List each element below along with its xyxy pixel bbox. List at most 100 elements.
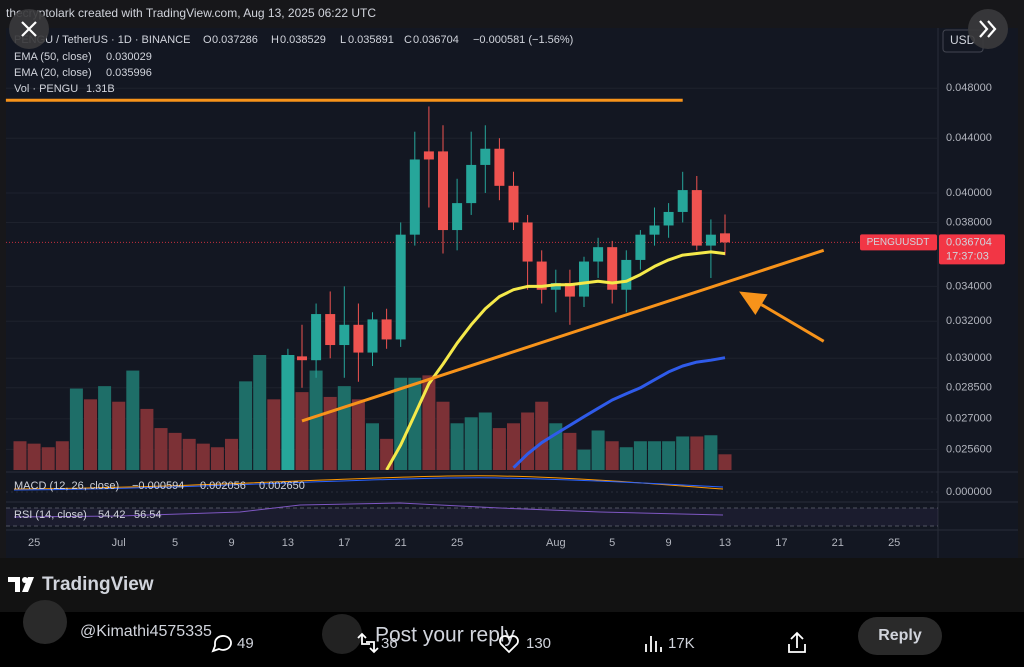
volume-bar [690,436,704,470]
volume-bar [577,449,591,470]
reply-button-label[interactable]: Reply [878,627,922,644]
ohlc-letter: O [203,34,212,46]
macd-value: −0.000594 [132,480,184,492]
volume-bar [98,386,112,470]
symbol: PENGU / TetherUS · 1D · BINANCE [14,34,190,46]
brand-logo-dot [22,577,28,583]
volume-bar [394,377,408,470]
reply-placeholder[interactable]: Post your reply [375,624,516,647]
volume-bar [591,430,605,470]
candle-body [297,356,307,361]
candle-body [691,190,702,246]
price-tag-bg [939,234,1005,265]
x-tick-label: 21 [395,537,407,549]
views-icon[interactable] [645,636,662,652]
candle-body [536,261,547,290]
price-tag-countdown: 17:37:03 [946,250,989,262]
expand-icon[interactable] [979,20,997,38]
candle-body [367,319,378,353]
y-tick-label: 0.032000 [946,315,992,327]
candle-body [621,259,632,290]
x-tick-label: 9 [228,537,234,549]
repost-count[interactable]: 36 [381,635,398,652]
candle-body [649,225,660,235]
x-tick-label: 17 [338,537,350,549]
share-icon[interactable] [788,631,806,653]
avatar[interactable] [23,600,67,644]
candle-body [438,151,448,231]
volume-bar [492,428,506,470]
candle-body [663,211,674,226]
volume-bar [676,436,690,470]
candle-body [423,151,434,160]
legend-name: EMA (20, close) [14,67,92,79]
low-value: 0.035891 [348,34,394,46]
price-pane [6,87,938,470]
legend-value: 0.035996 [106,67,152,79]
candle-body [720,233,730,243]
rsi-value: 56.54 [134,509,162,521]
candle-body [564,282,575,297]
volume-bar [521,412,535,470]
candle-body [325,314,336,346]
candle-body [311,314,322,361]
legend-value: 0.030029 [106,51,152,63]
volume-bar [55,441,69,470]
price-tag-symbol: PENGUUSDT [867,237,930,248]
reply-icon[interactable] [211,635,232,653]
candle-body [550,282,561,290]
volume-bar [704,435,718,470]
y-tick-label: 0.038000 [946,216,992,228]
x-tick-label: 13 [282,537,294,549]
price-tag-value: 0.036704 [946,236,992,248]
volume-bar [239,381,253,470]
close-icon[interactable] [21,21,37,37]
y-tick-label: 0.048000 [946,82,992,94]
volume-bar [168,432,182,470]
rsi-name: RSI (14, close) [14,509,87,521]
ohlc-letter: H [271,34,279,46]
ema-line [512,356,726,469]
like-icon[interactable] [499,635,519,654]
currency[interactable]: USD [950,33,976,47]
volume-bar [253,355,267,470]
volume-bar [662,441,676,470]
candle-body [480,148,491,165]
volume-bar [69,388,83,470]
y-tick-label: 0.040000 [946,187,992,199]
x-tick-label: 9 [666,537,672,549]
volume-bar [605,441,619,470]
candle-body [353,324,364,353]
volume-bar [408,377,422,470]
volume-bar [41,447,55,470]
volume-bar [140,408,154,470]
candle-body [607,247,618,290]
candle-body [452,203,463,231]
legend-name: Vol · PENGU [14,83,78,95]
legend-name: EMA (50, close) [14,51,92,63]
views-count[interactable]: 17K [668,635,695,652]
volume-bar [295,392,309,470]
rsi-line [13,502,724,518]
candle-body [339,324,350,346]
x-tick-label: 25 [451,537,463,549]
ema-line [385,250,726,470]
volume-bar [267,399,281,470]
volume-bar [464,417,478,470]
x-tick-label: 5 [172,537,178,549]
x-tick-label: 21 [832,537,844,549]
macd-signal [13,475,724,490]
like-count[interactable]: 130 [526,635,551,652]
y-tick-label: 0.025600 [946,443,992,455]
reply-count[interactable]: 49 [237,635,254,652]
overlay [5,98,825,423]
candle-body [381,319,392,340]
handle[interactable]: @Kimathi4575335 [80,623,212,640]
repost-icon[interactable] [357,632,379,654]
reply-button[interactable] [858,617,942,655]
volume-bar [450,423,464,470]
volume-bar [380,438,394,470]
volume-bar [27,443,41,470]
brand-name: TradingView [42,574,154,595]
